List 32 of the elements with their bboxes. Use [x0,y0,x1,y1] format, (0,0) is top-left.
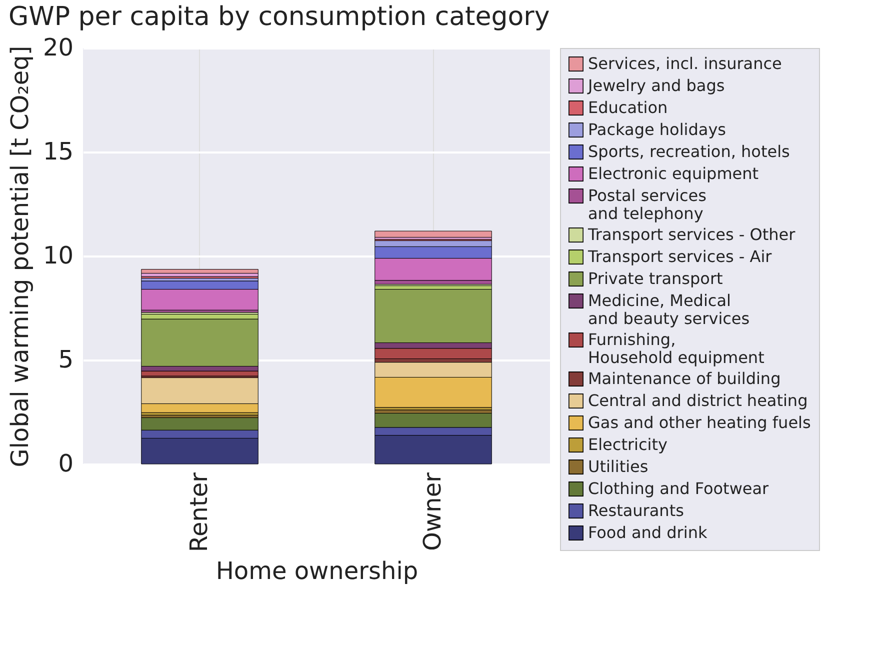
legend-label: Transport services - Other [587,225,796,244]
y-tick-label: 20 [42,34,74,62]
legend-label: Utilities [588,457,648,476]
chart-title: GWP per capita by consumption category [8,2,550,32]
legend-label: Postal services and telephony [588,186,706,223]
legend-label: Sports, recreation, hotels [588,142,790,161]
x-axis-title: Home ownership [216,557,418,586]
legend-label: Central and district heating [588,391,808,410]
y-tick-label: 0 [58,450,74,478]
x-tick-label: Renter [184,472,213,552]
legend-label: Jewelry and bags [587,76,725,95]
legend-label: Furnishing, Household equipment [588,330,764,367]
legend-label: Package holidays [588,120,726,139]
bar [141,269,258,274]
bar [374,230,492,238]
y-axis-title: Global warming potential [t CO₂eq] [6,46,34,468]
y-tick-label: 15 [42,138,74,166]
legend-label: Private transport [588,269,723,288]
legend-label: Food and drink [588,523,708,542]
legend-label: Gas and other heating fuels [588,413,811,432]
x-tick-label: Owner [418,472,446,551]
legend-label: Restaurants [588,501,684,520]
legend-label: Medicine, Medical and beauty services [588,291,750,328]
legend-label: Education [588,98,668,117]
y-tick-label: 10 [42,242,74,270]
legend-label: Clothing and Footwear [588,479,770,498]
legend-label: Electricity [588,435,668,454]
legend-label: Electronic equipment [588,164,759,183]
legend-label: Services, incl. insurance [588,54,782,73]
legend-label: Maintenance of building [588,369,781,388]
legend-label: Transport services - Air [587,247,772,266]
y-tick-label: 5 [58,346,74,374]
